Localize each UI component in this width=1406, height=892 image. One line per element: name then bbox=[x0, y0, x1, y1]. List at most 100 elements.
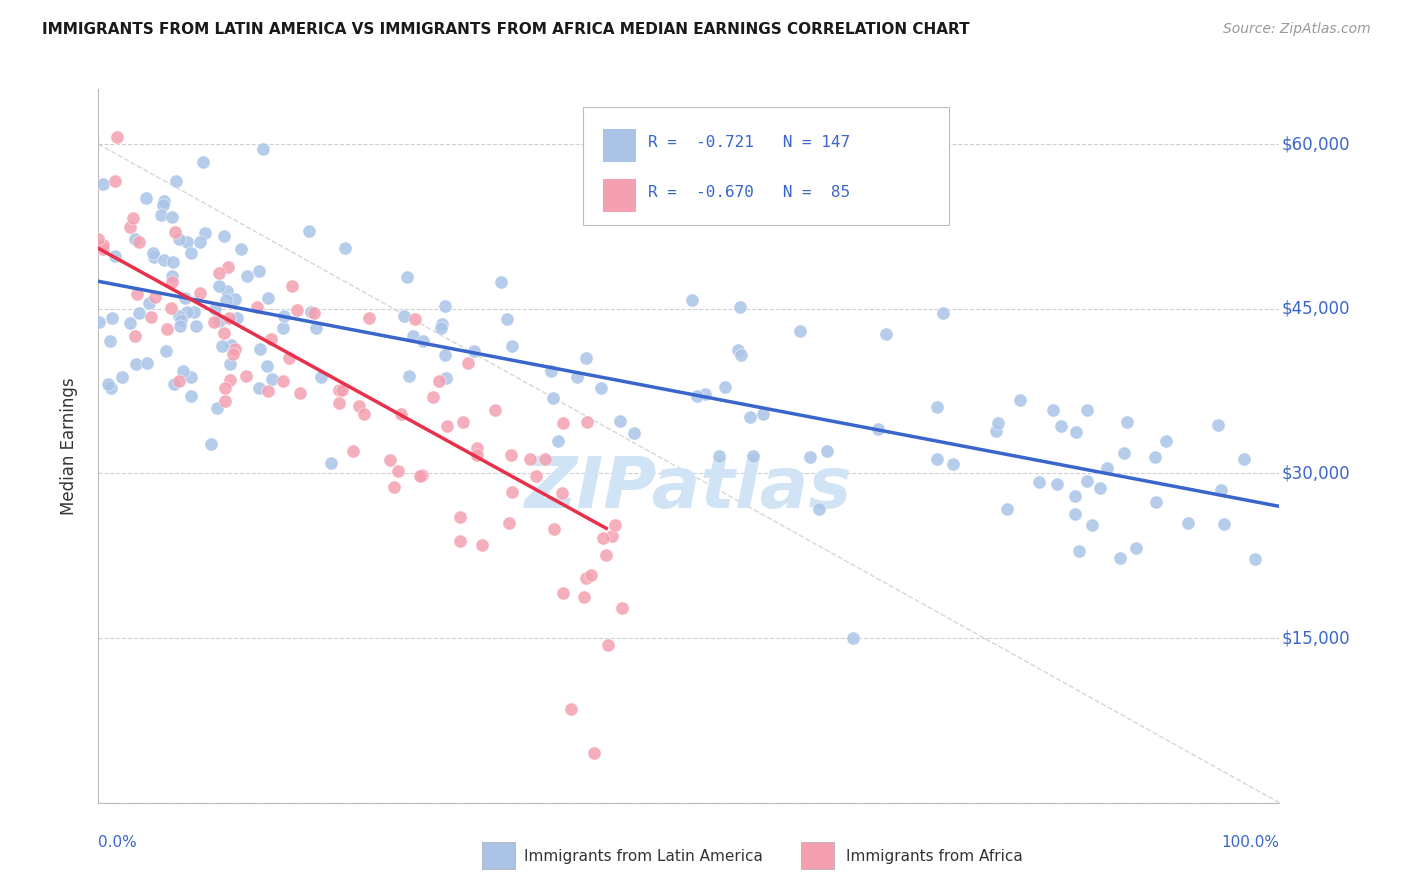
Point bbox=[519, 452, 541, 467]
Point bbox=[600, 529, 623, 543]
Point bbox=[463, 344, 485, 359]
Point bbox=[124, 329, 146, 343]
Point bbox=[412, 334, 434, 348]
Point bbox=[271, 321, 294, 335]
Point bbox=[149, 209, 172, 223]
Point bbox=[1213, 517, 1236, 532]
Point bbox=[411, 468, 433, 483]
Point bbox=[162, 255, 184, 269]
Point bbox=[498, 516, 520, 530]
Text: Source: ZipAtlas.com: Source: ZipAtlas.com bbox=[1223, 22, 1371, 37]
Point bbox=[104, 174, 127, 188]
Point bbox=[579, 568, 602, 582]
Point bbox=[299, 305, 322, 319]
Y-axis label: Median Earnings: Median Earnings bbox=[59, 377, 77, 515]
Point bbox=[97, 376, 120, 391]
Point bbox=[1209, 483, 1232, 498]
Point bbox=[730, 300, 752, 314]
Point bbox=[100, 381, 122, 395]
Point bbox=[434, 371, 457, 385]
Point bbox=[449, 509, 471, 524]
Point bbox=[160, 211, 183, 225]
Point bbox=[378, 453, 401, 467]
Point bbox=[152, 198, 174, 212]
Point bbox=[799, 450, 821, 464]
Point bbox=[686, 389, 709, 403]
Point bbox=[160, 269, 183, 284]
Point bbox=[451, 415, 474, 429]
Point bbox=[347, 399, 370, 413]
Point bbox=[1076, 403, 1098, 417]
Point bbox=[1097, 461, 1119, 475]
Point bbox=[91, 177, 114, 191]
Point bbox=[87, 232, 110, 246]
Bar bbox=[603, 179, 636, 212]
Point bbox=[125, 287, 148, 301]
Point bbox=[927, 451, 949, 466]
Point bbox=[592, 531, 614, 545]
Point bbox=[1088, 481, 1111, 495]
Point bbox=[105, 129, 128, 144]
Point bbox=[176, 235, 198, 250]
Point bbox=[714, 380, 737, 394]
Point bbox=[353, 407, 375, 421]
Point bbox=[572, 590, 595, 604]
Point bbox=[1109, 551, 1132, 566]
Point bbox=[188, 285, 211, 300]
Point bbox=[430, 321, 453, 335]
Point bbox=[200, 437, 222, 451]
Point bbox=[193, 154, 215, 169]
Point bbox=[995, 501, 1018, 516]
Bar bbox=[603, 129, 636, 162]
Text: IMMIGRANTS FROM LATIN AMERICA VS IMMIGRANTS FROM AFRICA MEDIAN EARNINGS CORRELAT: IMMIGRANTS FROM LATIN AMERICA VS IMMIGRA… bbox=[42, 22, 970, 37]
Point bbox=[565, 369, 588, 384]
Point bbox=[118, 220, 141, 235]
Point bbox=[526, 469, 548, 483]
Point bbox=[93, 242, 115, 256]
Point bbox=[142, 246, 165, 260]
Point bbox=[987, 416, 1010, 430]
Text: $60,000: $60,000 bbox=[1282, 135, 1350, 153]
Point bbox=[382, 480, 405, 494]
Point bbox=[180, 370, 202, 384]
Point bbox=[533, 452, 555, 467]
Text: Immigrants from Africa: Immigrants from Africa bbox=[846, 849, 1022, 863]
Point bbox=[1156, 434, 1178, 448]
Point bbox=[277, 351, 299, 365]
Point bbox=[465, 442, 488, 456]
Point bbox=[183, 305, 205, 319]
Point bbox=[1233, 452, 1256, 467]
Point bbox=[1028, 475, 1050, 489]
Point bbox=[328, 396, 350, 410]
Point bbox=[260, 333, 283, 347]
Point bbox=[596, 638, 619, 652]
Point bbox=[309, 370, 332, 384]
Point bbox=[392, 309, 415, 323]
Point bbox=[547, 434, 569, 448]
Point bbox=[91, 238, 114, 252]
Point bbox=[396, 269, 419, 284]
Text: $30,000: $30,000 bbox=[1282, 465, 1350, 483]
Point bbox=[1050, 419, 1073, 434]
Point bbox=[1010, 392, 1032, 407]
Point bbox=[271, 374, 294, 388]
Point bbox=[389, 407, 412, 421]
Point bbox=[595, 548, 617, 562]
Text: 100.0%: 100.0% bbox=[1222, 835, 1279, 850]
Point bbox=[359, 311, 381, 326]
Point bbox=[165, 226, 187, 240]
Point bbox=[153, 194, 176, 208]
Point bbox=[541, 391, 564, 405]
Point bbox=[104, 249, 127, 263]
Point bbox=[409, 468, 432, 483]
Point bbox=[143, 250, 166, 264]
Point bbox=[543, 522, 565, 536]
Point bbox=[204, 302, 226, 317]
Point bbox=[212, 229, 235, 244]
Point bbox=[143, 290, 166, 304]
Point bbox=[273, 309, 295, 323]
Point bbox=[160, 275, 183, 289]
FancyBboxPatch shape bbox=[582, 107, 949, 225]
Point bbox=[321, 456, 343, 470]
Point bbox=[1046, 476, 1069, 491]
